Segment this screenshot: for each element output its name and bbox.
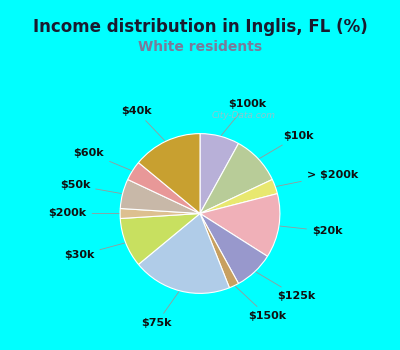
Text: $20k: $20k	[280, 226, 342, 236]
Text: $50k: $50k	[60, 180, 122, 194]
Wedge shape	[138, 134, 200, 214]
Text: $200k: $200k	[48, 209, 119, 218]
Text: $75k: $75k	[141, 292, 179, 328]
Wedge shape	[120, 214, 200, 264]
Text: $10k: $10k	[260, 131, 313, 159]
Text: $60k: $60k	[74, 148, 131, 170]
Wedge shape	[200, 214, 238, 288]
Text: White residents: White residents	[138, 40, 262, 54]
Text: $150k: $150k	[235, 286, 286, 321]
Text: > $200k: > $200k	[276, 170, 358, 187]
Wedge shape	[120, 209, 200, 218]
Wedge shape	[200, 134, 238, 214]
Wedge shape	[200, 144, 272, 214]
Wedge shape	[200, 180, 277, 214]
Text: Income distribution in Inglis, FL (%): Income distribution in Inglis, FL (%)	[33, 18, 367, 36]
Wedge shape	[200, 214, 268, 284]
Wedge shape	[120, 180, 200, 214]
Wedge shape	[128, 163, 200, 214]
Text: City-Data.com: City-Data.com	[212, 111, 276, 120]
Text: $40k: $40k	[121, 106, 165, 141]
Text: $125k: $125k	[256, 272, 316, 301]
Text: $30k: $30k	[64, 243, 124, 260]
Wedge shape	[138, 214, 230, 293]
Wedge shape	[200, 194, 280, 256]
Text: $100k: $100k	[221, 99, 266, 135]
